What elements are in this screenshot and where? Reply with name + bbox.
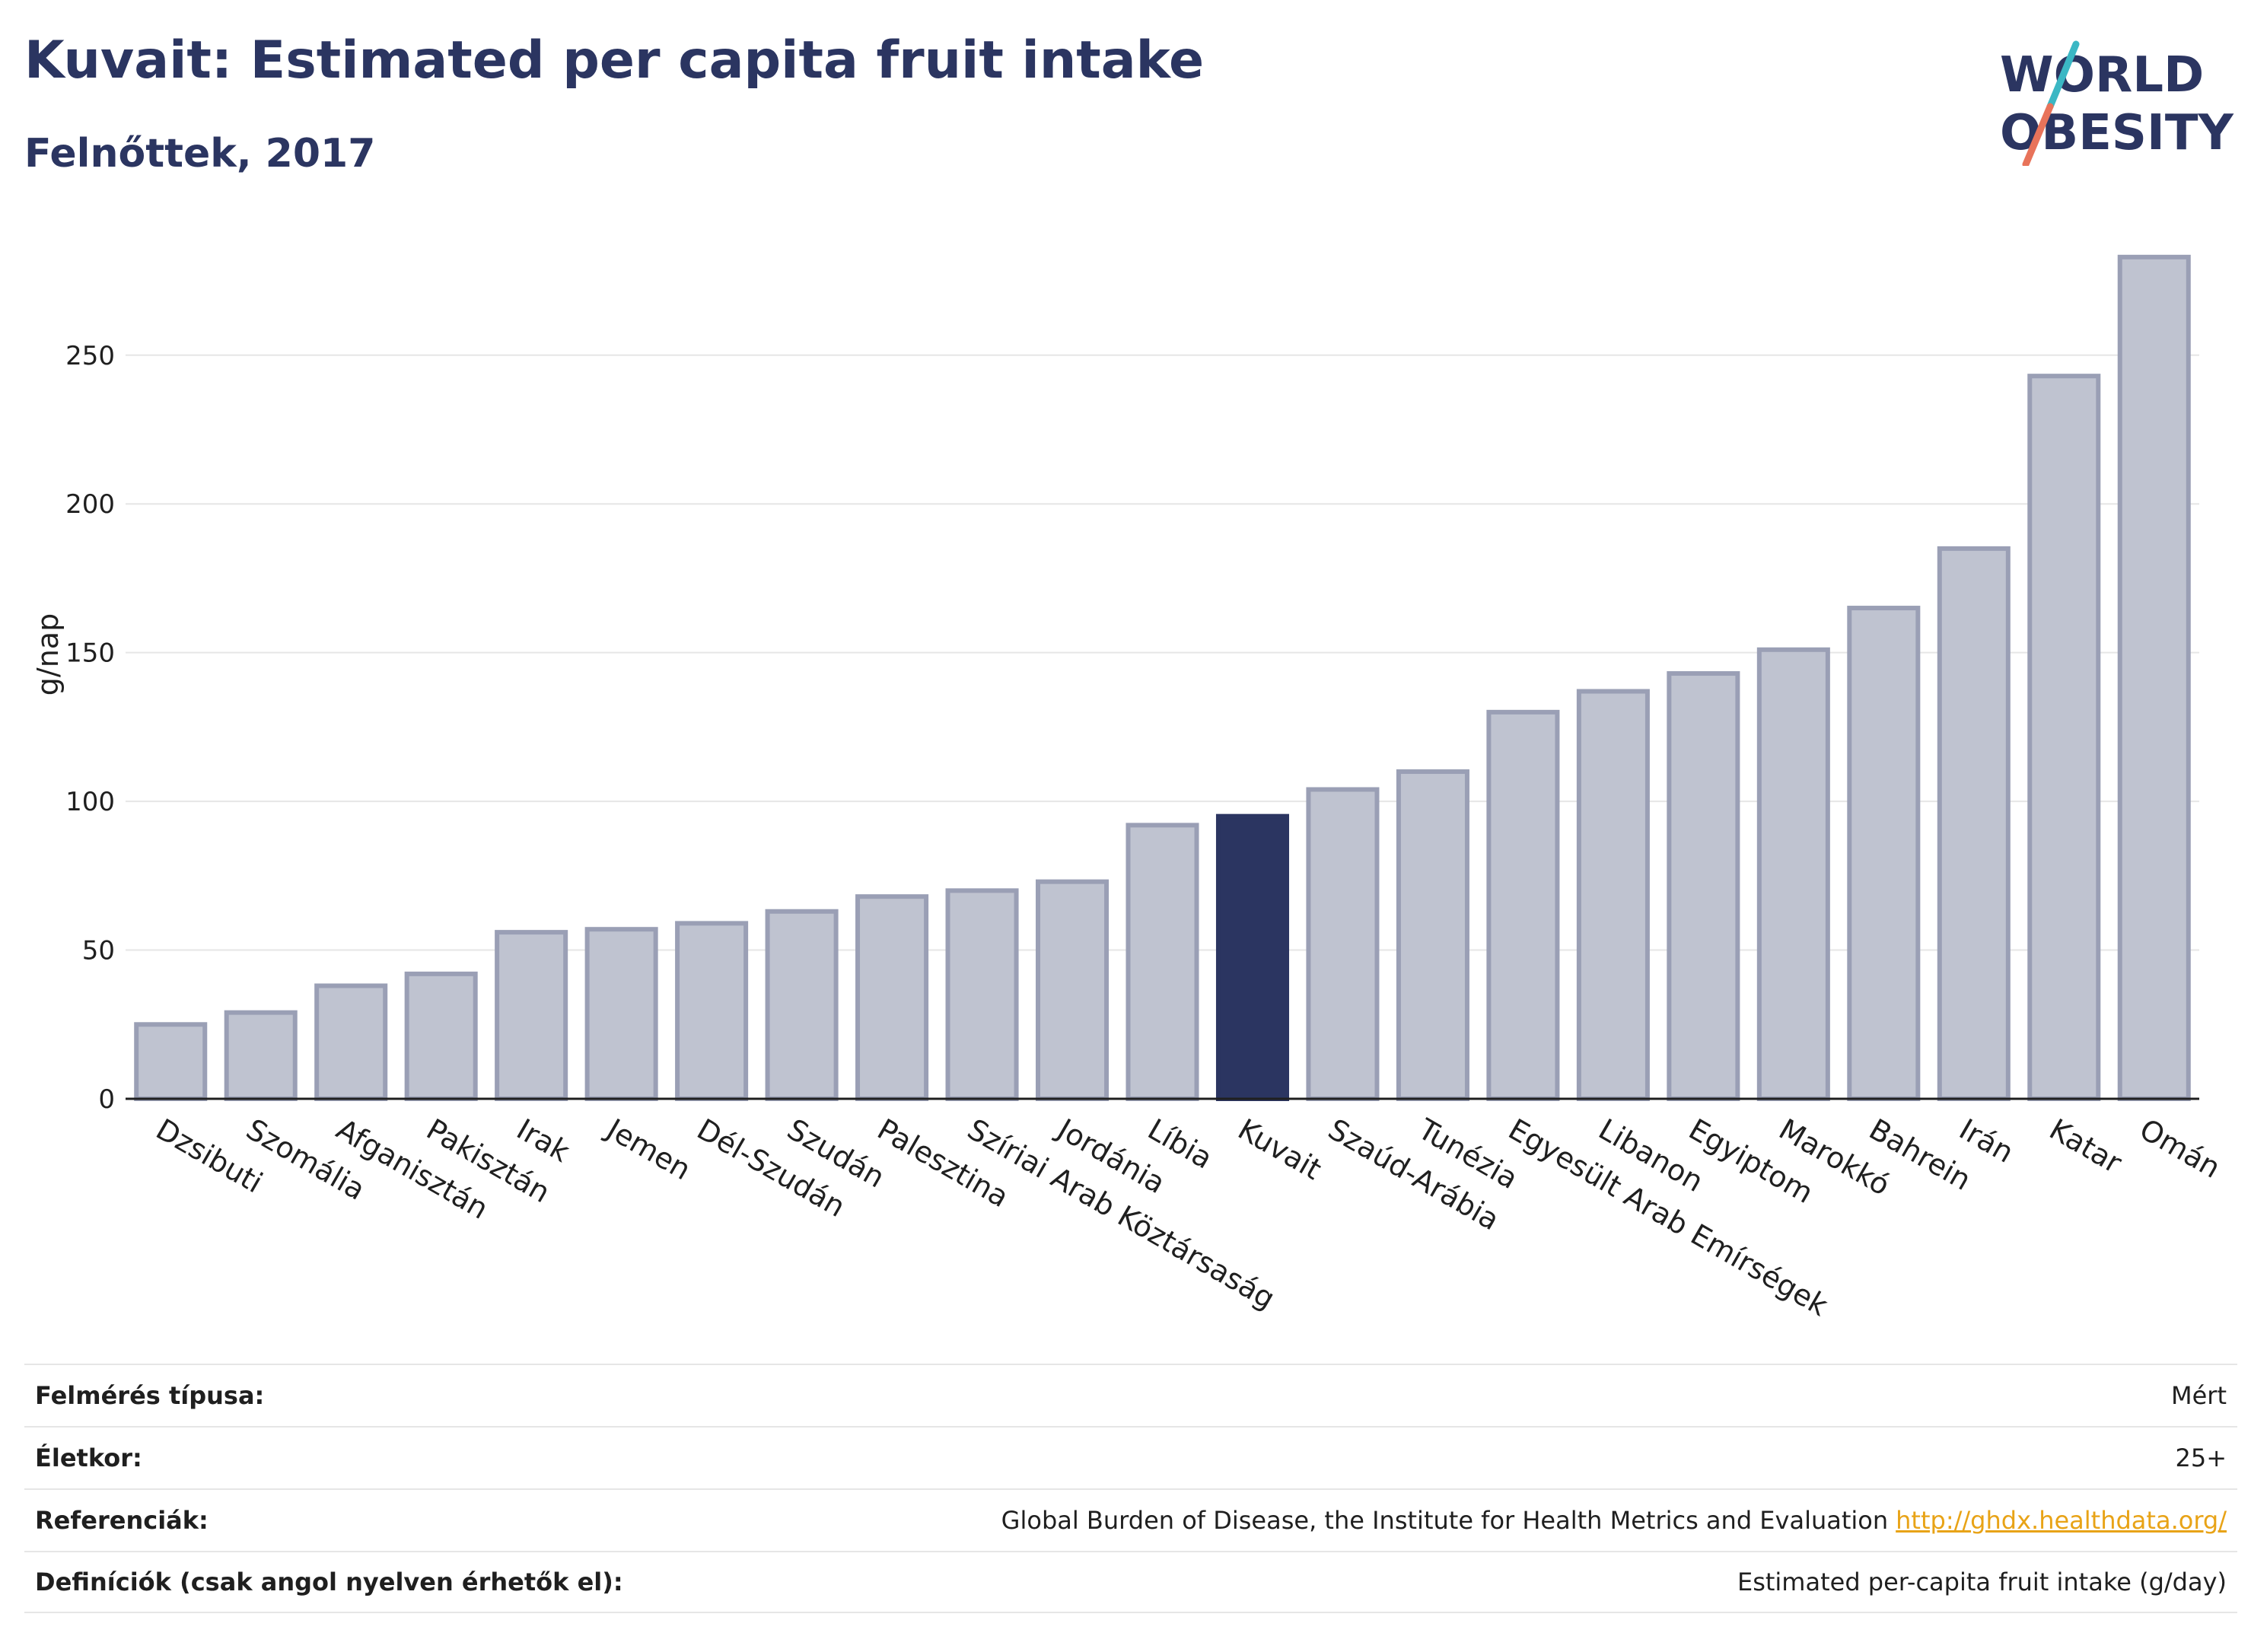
bar-Bahrein <box>1847 606 1921 1101</box>
logo-slash-coral <box>2022 103 2054 166</box>
x-tick-label: Omán <box>2134 1112 2226 1185</box>
bar-Pakisztán <box>404 971 478 1101</box>
bar-Palesztina <box>855 894 929 1101</box>
bar-Szomália <box>224 1010 298 1102</box>
info-row-survey-type: Felmérés típusa: Mért <box>24 1364 2237 1426</box>
y-axis-ticks: 0 50 100 150 200 250 <box>65 341 115 1115</box>
y-axis-label: g/nap <box>31 613 65 695</box>
x-tick-label: Kuvait <box>1232 1112 1326 1186</box>
info-value: Global Burden of Disease, the Institute … <box>1001 1506 1889 1535</box>
bar-Dzsibuti <box>134 1022 208 1102</box>
bar-Afganisztán <box>314 983 388 1102</box>
bar-Omán <box>2117 254 2191 1102</box>
bar-Kuvait <box>1215 813 1290 1101</box>
bar-Irak <box>495 930 568 1101</box>
info-key: Életkor: <box>35 1444 142 1472</box>
bar-Líbia <box>1126 823 1199 1101</box>
x-tick-label: Katar <box>2044 1112 2128 1180</box>
bar-Marokkó <box>1756 647 1830 1101</box>
bar-chart: 0 50 100 150 200 250 DzsibutiSzomáliaAfganisz… <box>31 254 2227 1323</box>
info-row-age: Életkor: 25+ <box>24 1426 2237 1488</box>
world-obesity-logo: WORLD OBESITY <box>2000 40 2233 166</box>
bar-Dél-Szudán <box>675 921 749 1101</box>
y-tick-label: 50 <box>82 936 115 966</box>
chart-title: Kuvait: Estimated per capita fruit intak… <box>24 30 1205 91</box>
bar-Jemen <box>584 927 658 1101</box>
info-value-wrap: Global Burden of Disease, the Institute … <box>1001 1506 2227 1535</box>
info-key: Felmérés típusa: <box>35 1381 265 1410</box>
info-key: Definíciók (csak angol nyelven érhetők e… <box>35 1568 623 1596</box>
bar-Irán <box>1937 546 2011 1101</box>
chart-subtitle: Felnőttek, 2017 <box>24 131 376 177</box>
bar-Szudán <box>765 909 839 1101</box>
info-value: 25+ <box>2175 1444 2227 1472</box>
logo-line1: WORLD <box>2000 47 2204 103</box>
info-table: Felmérés típusa: Mért Életkor: 25+ Refer… <box>24 1364 2237 1613</box>
x-tick-label: Jemen <box>600 1112 696 1187</box>
logo-slash-teal <box>2046 40 2080 110</box>
bar-Libanon <box>1576 689 1650 1101</box>
reference-link[interactable]: http://ghdx.healthdata.org/ <box>1896 1506 2227 1535</box>
x-axis-labels: DzsibutiSzomáliaAfganisztánPakisztánIrak… <box>151 1112 2227 1323</box>
bar-Szíriai Arab Köztársaság <box>945 888 1019 1102</box>
bar-Egyesült Arab Emírségek <box>1486 709 1560 1101</box>
bar-Szaúd-Arábia <box>1306 787 1380 1101</box>
bar-Tunézia <box>1396 769 1469 1101</box>
info-value: Estimated per-capita fruit intake (g/day… <box>1737 1568 2227 1596</box>
info-row-references: Referenciák: Global Burden of Disease, t… <box>24 1488 2237 1551</box>
info-value: Mért <box>2171 1381 2227 1410</box>
y-tick-label: 100 <box>65 787 115 817</box>
y-tick-label: 200 <box>65 489 115 520</box>
bar-Egyiptom <box>1667 671 1740 1101</box>
y-tick-label: 250 <box>65 341 115 371</box>
bar-Katar <box>2027 374 2101 1102</box>
info-row-definitions: Definíciók (csak angol nyelven érhetők e… <box>24 1551 2237 1613</box>
bar-Jordánia <box>1036 879 1110 1102</box>
bar-layer <box>126 254 2199 1102</box>
info-key: Referenciák: <box>35 1506 209 1535</box>
y-tick-label: 0 <box>98 1084 115 1115</box>
y-tick-label: 150 <box>65 638 115 669</box>
